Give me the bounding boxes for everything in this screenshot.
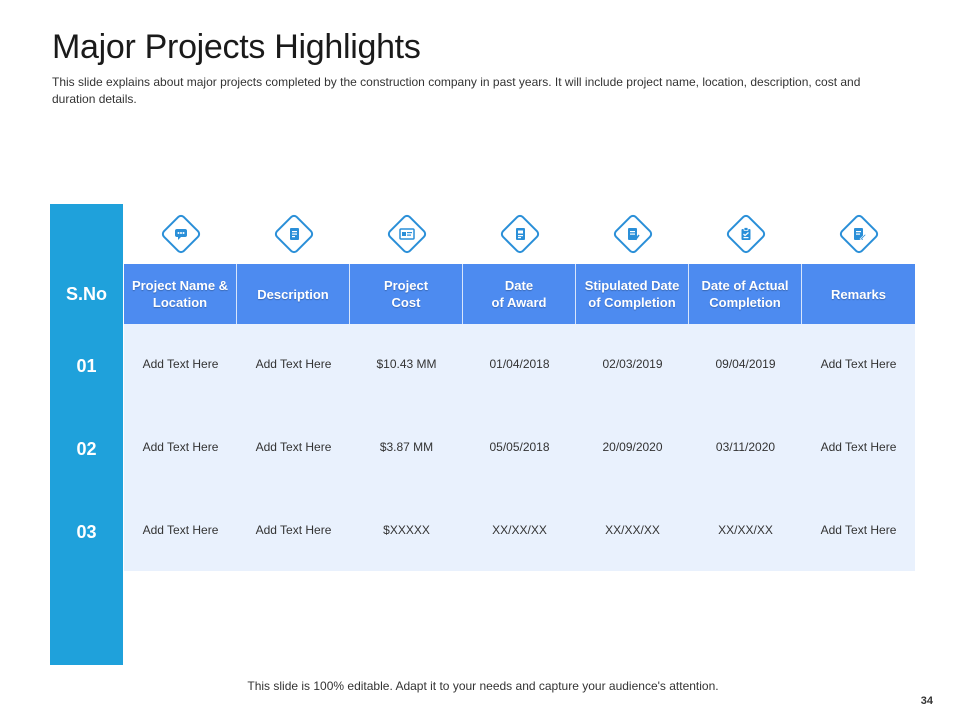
table-cell: 02/03/2019 — [602, 357, 663, 371]
icon-row — [124, 204, 915, 264]
calendar-icon — [498, 212, 541, 256]
icon-cell-7 — [802, 204, 915, 264]
table-cell: $10.43 MM — [376, 357, 437, 371]
icon-cell-4 — [463, 204, 576, 264]
icon-cell-3 — [350, 204, 463, 264]
table-cell: $XXXXX — [383, 523, 430, 537]
edit-document-icon — [837, 212, 880, 256]
slide-title: Major Projects Highlights — [52, 28, 421, 66]
header-date-of-award: Date of Award — [463, 264, 576, 324]
table-cell: Add Text Here — [142, 440, 219, 454]
table-cell: XX/XX/XX — [718, 523, 773, 537]
header-stipulated-date: Stipulated Date of Completion — [576, 264, 689, 324]
table-cell: Add Text Here — [255, 440, 332, 454]
page-number: 34 — [920, 695, 933, 707]
icon-cell-5 — [576, 204, 689, 264]
clipboard-icon — [724, 212, 767, 256]
table-cell: 09/04/2019 — [715, 357, 776, 371]
sno-column: S.No 01 02 03 — [50, 204, 123, 665]
table-cell: XX/XX/XX — [605, 523, 660, 537]
table-body: Add Text Here Add Text Here $10.43 MM 01… — [124, 324, 915, 571]
table-cell: Add Text Here — [820, 440, 897, 454]
table-cell: Add Text Here — [820, 357, 897, 371]
table-cell: $3.87 MM — [379, 440, 434, 454]
header-actual-completion: Date of Actual Completion — [689, 264, 802, 324]
table-cell: Add Text Here — [255, 357, 332, 371]
table-cell: Add Text Here — [142, 357, 219, 371]
table-header-row: Project Name & Location Description Proje… — [124, 264, 915, 324]
checklist-icon — [611, 212, 654, 256]
table-cell: Add Text Here — [142, 523, 219, 537]
table-cell: 03/11/2020 — [715, 440, 776, 454]
table-cell: 05/05/2018 — [489, 440, 550, 454]
table-cell: 20/09/2020 — [602, 440, 663, 454]
sno-header: S.No — [65, 283, 107, 304]
icon-cell-6 — [689, 204, 802, 264]
slide-footer: This slide is 100% editable. Adapt it to… — [247, 679, 719, 693]
document-icon — [272, 212, 315, 256]
table-cell: 01/04/2018 — [489, 357, 550, 371]
header-remarks: Remarks — [831, 286, 886, 302]
header-description: Description — [237, 264, 350, 324]
header-project-cost: Project Cost — [350, 264, 463, 324]
table-cell: Add Text Here — [820, 523, 897, 537]
sno-row-3: 03 — [76, 521, 97, 542]
header-project-name: Project Name & Location — [124, 264, 237, 324]
icon-cell-2 — [237, 204, 350, 264]
sno-row-1: 01 — [76, 355, 97, 376]
sno-row-2: 02 — [76, 438, 97, 459]
certificate-icon — [385, 212, 428, 256]
chat-icon — [159, 212, 202, 256]
table-cell: Add Text Here — [255, 523, 332, 537]
table-cell: XX/XX/XX — [492, 523, 547, 537]
slide-subtitle: This slide explains about major projects… — [52, 75, 861, 106]
icon-cell-1 — [124, 204, 237, 264]
